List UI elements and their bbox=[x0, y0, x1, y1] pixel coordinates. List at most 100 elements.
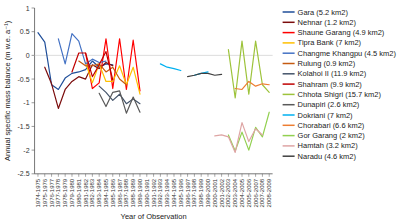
x-tick bbox=[71, 174, 72, 177]
legend: Gara (5.2 km2)Nehnar (1.2 km2)Shaune Gar… bbox=[283, 8, 397, 161]
y-axis: -2.5-2-1.5-1-0.500.51 bbox=[18, 5, 35, 178]
legend-swatch bbox=[283, 135, 295, 137]
x-tick bbox=[146, 174, 147, 177]
x-tick-label: 1989-1990 bbox=[137, 178, 143, 207]
x-tick-label: 2002-2003 bbox=[225, 178, 231, 207]
y-tick-label: -0.5 bbox=[18, 76, 30, 83]
legend-swatch bbox=[283, 73, 295, 75]
x-axis: 1974-19751975-19761976-19771977-19781978… bbox=[35, 174, 273, 208]
x-tick-label: 1983-1984 bbox=[96, 178, 102, 207]
x-tick-label: 2007-2008 bbox=[259, 178, 265, 207]
x-axis-label: Year of Observation bbox=[121, 212, 187, 221]
x-tick bbox=[221, 174, 222, 177]
series-line bbox=[38, 33, 113, 90]
x-tick-label: 2005-2006 bbox=[246, 178, 252, 207]
x-tick bbox=[167, 174, 168, 177]
series-line bbox=[99, 86, 140, 104]
x-tick bbox=[37, 174, 38, 177]
x-tick-label: 1986-1987 bbox=[117, 178, 123, 207]
y-tick-label: -2 bbox=[23, 147, 29, 154]
x-tick-label: 1988-1989 bbox=[130, 178, 136, 207]
legend-label: Shaune Garang (4.9 km2) bbox=[298, 28, 385, 37]
legend-label: Gor Garang (2 km2) bbox=[298, 131, 366, 140]
legend-label: Changme Khangpu (4.5 km2) bbox=[298, 49, 397, 58]
x-tick bbox=[214, 174, 215, 177]
x-tick-label: 1999-2000 bbox=[205, 178, 211, 207]
x-tick-label: 1980-1981 bbox=[76, 178, 82, 207]
x-tick bbox=[133, 174, 134, 177]
x-tick-label: 2006-2007 bbox=[253, 178, 259, 207]
y-axis-line bbox=[34, 8, 35, 174]
x-tick bbox=[180, 174, 181, 177]
plot-area bbox=[38, 33, 269, 153]
legend-swatch bbox=[283, 52, 295, 54]
x-tick-label: 1993-1994 bbox=[164, 178, 170, 207]
x-tick bbox=[255, 174, 256, 177]
legend-swatch bbox=[283, 83, 295, 85]
series-line bbox=[99, 91, 140, 113]
x-tick bbox=[58, 174, 59, 177]
x-tick bbox=[194, 174, 195, 177]
x-tick bbox=[99, 174, 100, 177]
legend-label: Rulung (0.9 km2) bbox=[298, 59, 356, 68]
x-tick bbox=[139, 174, 140, 177]
legend-swatch bbox=[283, 125, 295, 127]
x-tick-label: 1998-1999 bbox=[198, 178, 204, 207]
legend-label: Nehnar (1.2 km2) bbox=[298, 18, 357, 27]
x-tick bbox=[262, 174, 263, 177]
x-tick bbox=[228, 174, 229, 177]
x-tick-label: 1990-1991 bbox=[144, 178, 150, 207]
y-tick bbox=[32, 126, 35, 127]
x-tick bbox=[119, 174, 120, 177]
y-tick bbox=[32, 55, 35, 56]
x-tick-label: 1984-1985 bbox=[103, 178, 109, 207]
x-tick-label: 1974-1975 bbox=[35, 178, 41, 207]
series-line bbox=[228, 41, 269, 98]
x-tick-label: 2001-2002 bbox=[219, 178, 225, 207]
legend-label: Dunapiri (2.6 km2) bbox=[298, 100, 360, 109]
x-tick-label: 1979-1980 bbox=[69, 178, 75, 207]
x-tick-label: 1985-1986 bbox=[110, 178, 116, 207]
legend-swatch bbox=[283, 11, 295, 13]
x-tick bbox=[235, 174, 236, 177]
x-tick bbox=[105, 174, 106, 177]
x-tick-label: 2003-2004 bbox=[232, 178, 238, 207]
y-tick-label: -1.5 bbox=[18, 123, 30, 130]
legend-label: Chhota Shigri (15.7 km2) bbox=[298, 90, 382, 99]
y-tick bbox=[32, 173, 35, 174]
y-tick bbox=[32, 8, 35, 9]
legend-label: Naradu (4.6 km2) bbox=[298, 152, 357, 161]
y-tick-label: 1 bbox=[26, 5, 30, 12]
x-tick-label: 1977-1978 bbox=[55, 178, 61, 207]
series-line bbox=[72, 52, 113, 80]
x-tick-label: 2008-2009 bbox=[266, 178, 272, 207]
series-line bbox=[45, 62, 113, 108]
legend-label: Hamtah (3.2 km2) bbox=[298, 141, 359, 150]
x-tick bbox=[173, 174, 174, 177]
y-tick-label: -2.5 bbox=[18, 170, 30, 177]
x-tick bbox=[207, 174, 208, 177]
x-tick-label: 1996-1997 bbox=[185, 178, 191, 207]
legend-swatch bbox=[283, 94, 295, 96]
legend-swatch bbox=[283, 104, 295, 106]
y-axis-label: Annual specific mass balance (m w.e. a⁻¹… bbox=[3, 20, 12, 161]
x-tick-label: 2004-2005 bbox=[239, 178, 245, 207]
x-tick bbox=[85, 174, 86, 177]
x-tick bbox=[242, 174, 243, 177]
x-tick bbox=[126, 174, 127, 177]
x-tick-label: 1981-1982 bbox=[83, 178, 89, 207]
chart: Gara (5.2 km2)Nehnar (1.2 km2)Shaune Gar… bbox=[0, 0, 400, 224]
x-tick-label: 1992-1993 bbox=[157, 178, 163, 207]
y-tick-label: 0.5 bbox=[20, 28, 30, 35]
x-tick bbox=[44, 174, 45, 177]
x-tick bbox=[92, 174, 93, 177]
legend-swatch bbox=[283, 42, 295, 44]
x-tick bbox=[187, 174, 188, 177]
x-tick-label: 1978-1979 bbox=[62, 178, 68, 207]
legend-swatch bbox=[283, 63, 295, 65]
x-tick-label: 1997-1998 bbox=[191, 178, 197, 207]
x-tick bbox=[51, 174, 52, 177]
x-tick-label: 1975-1976 bbox=[42, 178, 48, 207]
series-line bbox=[58, 34, 106, 64]
y-tick bbox=[32, 79, 35, 80]
